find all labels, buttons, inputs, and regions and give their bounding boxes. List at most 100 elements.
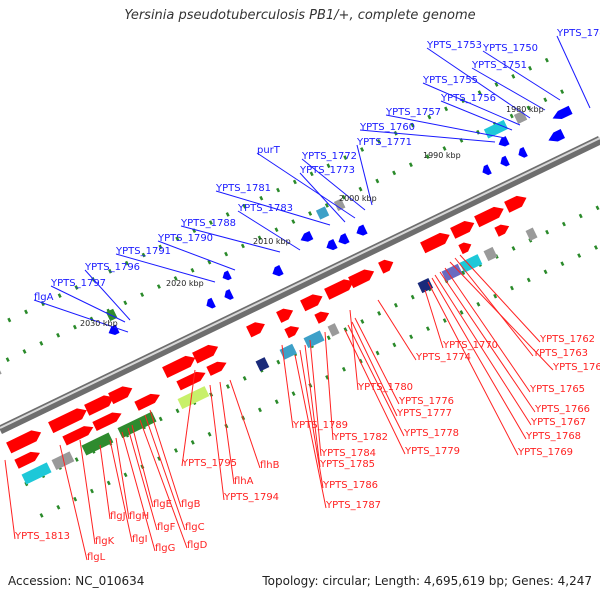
guide-dash: [259, 195, 264, 201]
bottom-gene-label: YPTS_1776: [398, 396, 454, 407]
label-leader: [50, 285, 126, 323]
bottom-gene-label: YPTS_1762: [539, 334, 595, 345]
gene-box: [417, 277, 434, 294]
top-gene-label: YPTS_1756: [440, 93, 496, 104]
reverse-gene-arrow: [548, 129, 566, 142]
forward-gene-arrow: [62, 426, 94, 446]
guide-dash: [124, 260, 129, 266]
guide-dash: [560, 89, 565, 95]
bottom-gene-label: YPTS_1779: [404, 446, 460, 457]
forward-gene-arrow: [504, 195, 527, 213]
gene-box: [483, 119, 509, 139]
forward-gene-arrow: [324, 279, 354, 300]
forward-gene-arrow: [14, 451, 40, 469]
gene-box: [81, 432, 114, 456]
gene-box: [327, 323, 340, 337]
guide-dash: [324, 203, 329, 208]
label-leader: [4, 459, 16, 540]
bottom-gene-label: flgD: [187, 540, 208, 551]
kbp-tick-label: 1990 kbp: [423, 151, 461, 160]
label-leader: [440, 100, 513, 131]
guide-dash: [593, 245, 598, 250]
guide-dash: [123, 472, 128, 478]
label-leader: [459, 254, 541, 343]
label-leader: [377, 299, 417, 361]
forward-gene-arrow: [300, 294, 323, 312]
label-leader: [351, 321, 398, 417]
top-gene-label: YPTS_1751: [471, 60, 527, 71]
guide-dash: [74, 457, 79, 462]
guide-dash: [577, 253, 582, 258]
guide-dash: [173, 276, 178, 281]
bottom-gene-label: flgK: [95, 536, 115, 547]
guide-dash: [509, 113, 514, 119]
top-gene-label: YPTS_1796: [84, 262, 140, 273]
guide-dash: [442, 318, 447, 323]
kbp-tick-label: 2000 kbp: [339, 194, 377, 203]
label-leader: [33, 299, 129, 333]
guide-dash: [377, 311, 382, 316]
label-leader: [454, 257, 534, 357]
forward-gene-arrow: [314, 311, 330, 324]
reverse-gene-arrow: [300, 231, 314, 242]
guide-dash: [560, 261, 565, 267]
guide-dash: [425, 154, 430, 159]
forward-gene-arrow: [450, 221, 475, 239]
guide-dash: [375, 178, 380, 184]
guide-dash: [175, 236, 180, 242]
label-leader: [359, 129, 496, 143]
top-gene-label: YPTS_1783: [237, 203, 293, 214]
label-leader: [471, 67, 546, 111]
guide-dash: [123, 300, 128, 306]
guide-dash: [545, 229, 550, 235]
top-gene-label: purT: [257, 145, 281, 156]
guide-dash: [375, 350, 380, 356]
gene-box: [441, 263, 463, 282]
label-leader: [109, 439, 133, 543]
guide-dash: [292, 179, 297, 185]
guide-dash: [561, 221, 566, 227]
label-leader: [131, 424, 154, 508]
reverse-gene-arrow: [222, 270, 232, 281]
guide-dash: [392, 342, 397, 348]
reverse-gene-arrow: [272, 265, 284, 277]
top-gene-label: YPTS_1773: [299, 165, 355, 176]
reverse-gene-arrow: [326, 238, 338, 251]
top-gene-label: YPTS_1788: [180, 218, 236, 229]
bottom-gene-label: flhA: [234, 476, 254, 487]
top-gene-label: YPTS_1781: [215, 183, 271, 194]
bottom-gene-label: flhB: [260, 460, 280, 471]
top-gene-label: YPTS_1753: [426, 40, 482, 51]
top-gene-label: YPTS_1771: [356, 137, 412, 148]
reverse-gene-arrow: [338, 233, 350, 245]
top-gene-label: YPTS_1745: [556, 28, 600, 39]
label-leader: [444, 267, 531, 393]
guide-dash: [156, 284, 161, 289]
top-gene-label: YPTS_1797: [50, 278, 106, 289]
bottom-gene-label: YPTS_1769: [517, 447, 573, 458]
bottom-gene-label: flgG: [155, 543, 175, 554]
gene-box: [255, 357, 270, 372]
bottom-gene-label: YPTS_1787: [325, 500, 381, 511]
guide-dash: [39, 513, 44, 518]
guide-dash: [190, 267, 195, 273]
bottom-gene-label: YPTS_1765: [529, 384, 585, 395]
guide-dash: [442, 146, 447, 151]
label-leader: [449, 261, 554, 371]
bottom-gene-label: flgB: [181, 499, 201, 510]
guide-dash: [5, 357, 10, 362]
forward-gene-arrow: [206, 361, 227, 376]
label-leader: [181, 369, 196, 467]
kbp-tick-label: 1980 kbp: [506, 105, 544, 114]
forward-gene-arrow: [192, 344, 219, 364]
guide-dash: [276, 187, 281, 193]
kbp-tick-label: 2030 kbp: [80, 319, 118, 328]
label-leader: [219, 381, 235, 485]
forward-gene-arrow: [246, 322, 265, 338]
guide-dash: [175, 408, 180, 414]
guide-dash: [326, 163, 331, 169]
top-gene-label: YPTS_1791: [115, 246, 171, 257]
bottom-gene-label: flgE: [153, 499, 172, 510]
guide-dash: [141, 252, 146, 258]
